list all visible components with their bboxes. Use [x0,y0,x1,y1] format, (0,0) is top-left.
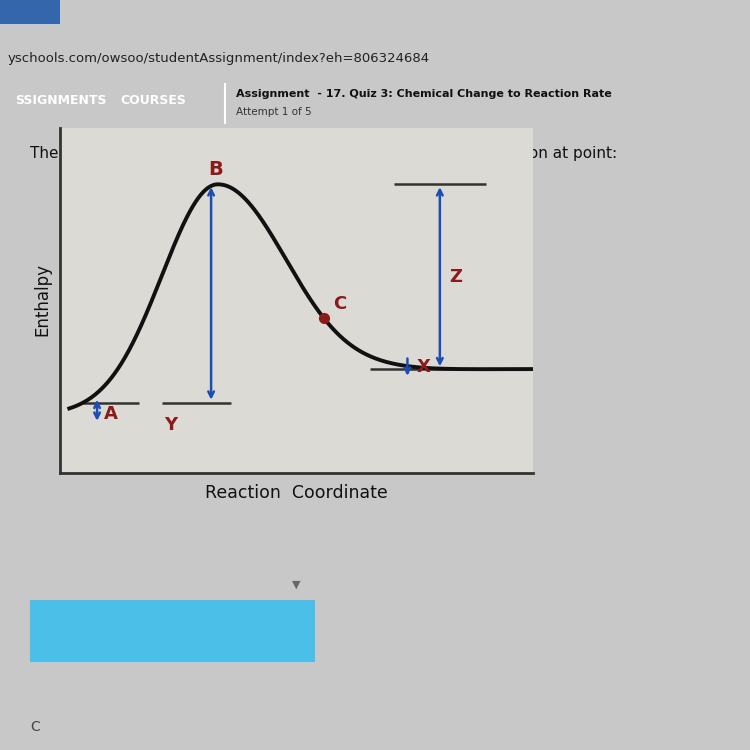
Text: C: C [30,721,40,734]
Text: Assignment  - 17. Quiz 3: Chemical Change to Reaction Rate: Assignment - 17. Quiz 3: Chemical Change… [236,89,612,100]
Text: Y: Y [164,416,177,434]
Y-axis label: Enthalpy: Enthalpy [34,263,52,337]
Text: C: C [333,295,346,313]
Text: Z: Z [449,268,462,286]
Text: X: X [417,358,430,376]
Bar [30,599,315,662]
Text: SSIGNMENTS: SSIGNMENTS [15,94,106,107]
Text: ▼: ▼ [292,580,301,590]
Text: B: B [209,160,223,178]
X-axis label: Reaction  Coordinate: Reaction Coordinate [205,484,388,502]
Text: A: A [104,405,118,423]
Text: Attempt 1 of 5: Attempt 1 of 5 [236,106,312,117]
Text: yschools.com/owsoo/studentAssignment/index?eh=806324684: yschools.com/owsoo/studentAssignment/ind… [8,52,430,65]
Bar [0,0,60,24]
Text: The collision between reactants is most likely to produce a reaction at point:: The collision between reactants is most … [30,146,617,161]
Text: COURSES: COURSES [120,94,186,107]
